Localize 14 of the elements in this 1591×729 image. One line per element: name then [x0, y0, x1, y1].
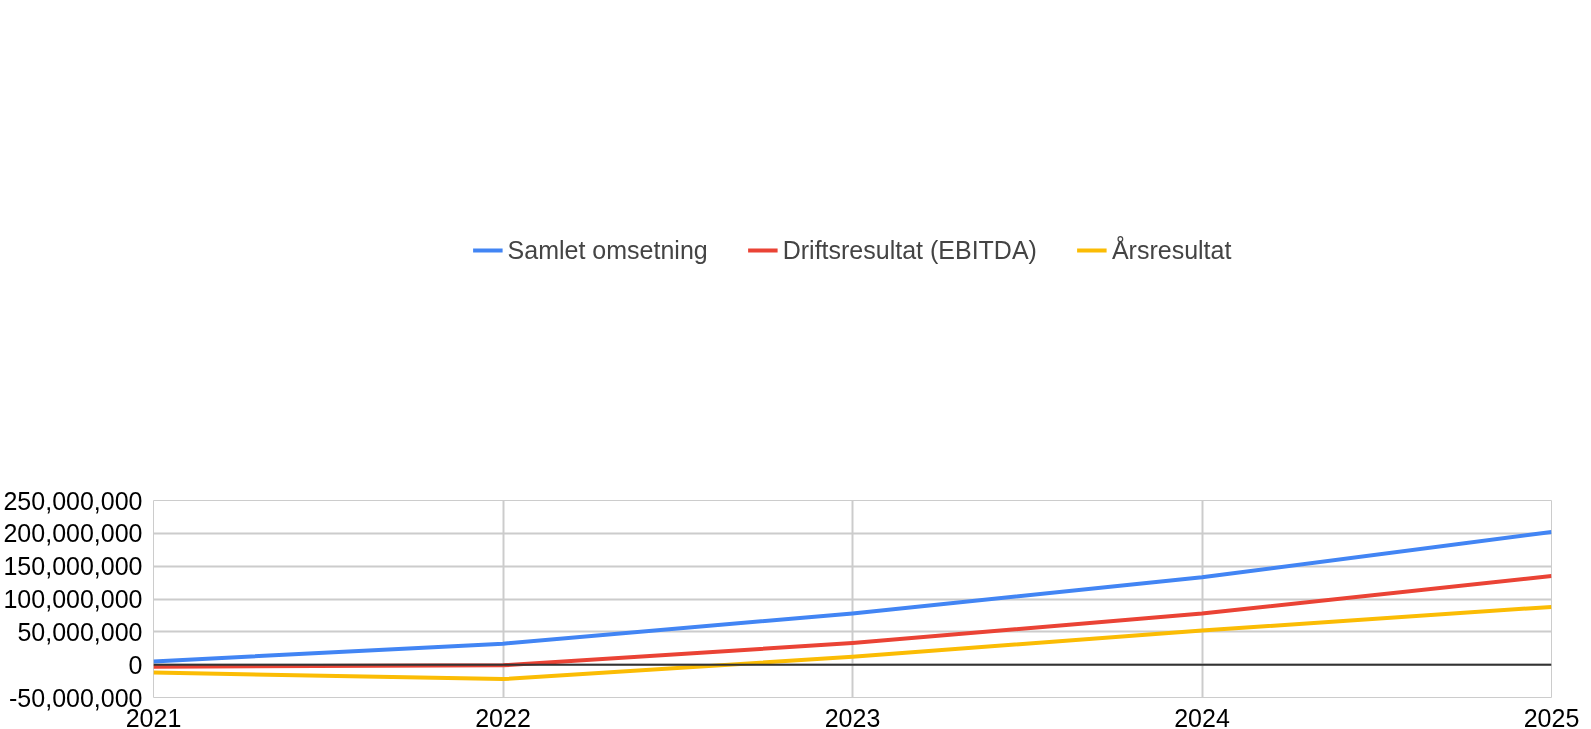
- y-tick-label: 150,000,000: [3, 552, 143, 581]
- x-tick-label: 2023: [824, 703, 881, 729]
- x-tick-label: 2025: [1523, 703, 1580, 729]
- legend-label: Samlet omsetning: [507, 235, 708, 265]
- legend-label: Driftsresultat (EBITDA): [782, 235, 1037, 265]
- x-tick-label: 2024: [1174, 703, 1230, 729]
- y-tick-label: 0: [128, 650, 143, 679]
- line-series: [153, 604, 1552, 682]
- y-tick-label: 250,000,000: [3, 486, 143, 515]
- y-tick-label: 200,000,000: [3, 519, 143, 548]
- x-tick-label: 2022: [475, 703, 531, 729]
- y-tick-label: 50,000,000: [17, 617, 143, 646]
- y-tick-label: 100,000,000: [3, 585, 143, 613]
- legend-label: Årsresultat: [1111, 235, 1232, 265]
